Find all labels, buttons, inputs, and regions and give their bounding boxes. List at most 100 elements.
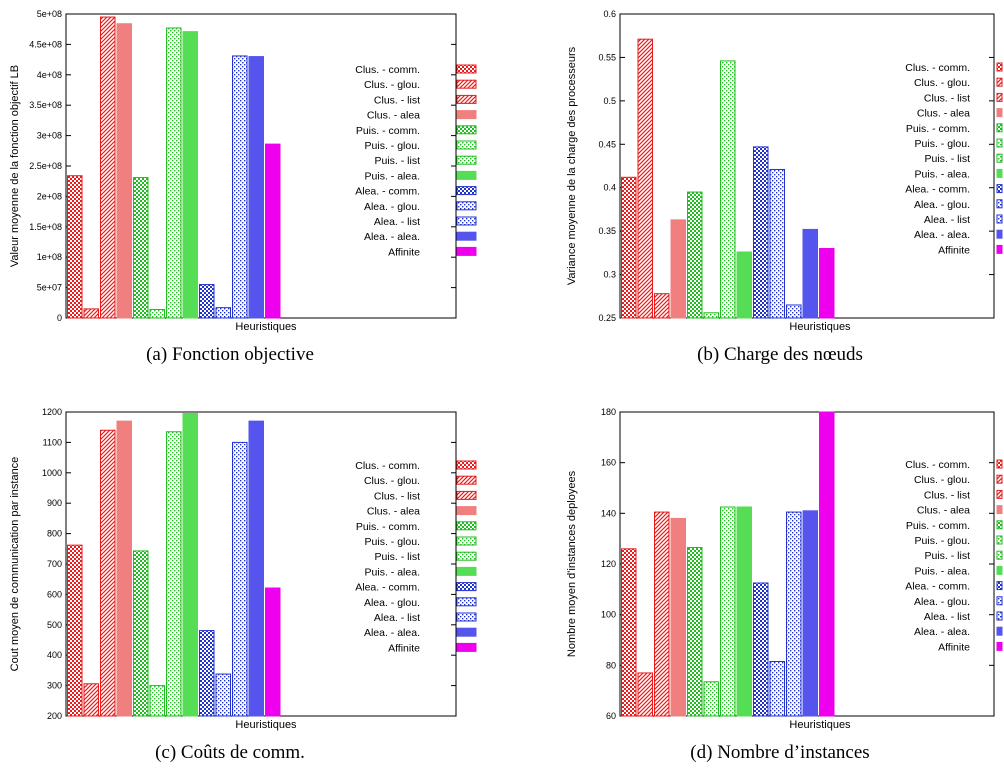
legend-label: Alea. - alea. [364, 231, 420, 243]
y-tick-label: 0.3 [603, 270, 616, 280]
bar-affinite [819, 411, 835, 717]
legend-label: Puis. - comm. [356, 125, 420, 137]
y-tick-label: 300 [47, 681, 62, 691]
x-axis-label: Heuristiques [789, 321, 851, 333]
bar-clus-comm [621, 176, 637, 319]
legend-swatch [456, 64, 477, 74]
legend-swatch [456, 642, 477, 652]
legend-label: Alea. - glou. [364, 597, 420, 609]
bar-alea-list [232, 55, 248, 319]
bar-alea-comm [199, 630, 215, 717]
x-axis-label: Heuristiques [235, 719, 297, 731]
bar-alea-list [232, 441, 248, 717]
legend-swatch [996, 520, 1003, 530]
legend-swatch [456, 94, 477, 104]
bar-affinite [265, 143, 281, 319]
legend-swatch [456, 490, 477, 500]
legend-label: Clus. - list [374, 94, 420, 106]
legend-label: Puis. - alea. [915, 565, 970, 577]
bar-alea-glou [769, 168, 785, 319]
legend-label: Alea. - glou. [914, 199, 970, 211]
y-axis-label: Valeur moyenne de la fonction objectif L… [9, 65, 21, 267]
legend-swatch [456, 125, 477, 135]
legend-swatch [456, 551, 477, 561]
legend-swatch [996, 168, 1003, 178]
legend-swatch [996, 62, 1003, 72]
legend-label: Alea. - comm. [355, 186, 420, 198]
legend-label: Puis. - alea. [915, 168, 970, 180]
legend-swatch [456, 140, 477, 150]
legend-swatch [996, 199, 1003, 209]
chart-charge-des-noeuds: 0.25 0.3 0.35 0.4 0.45 0.5 0.55 0.6 Variance moy… [566, 9, 1003, 333]
y-tick-label: 120 [601, 559, 616, 569]
legend-swatch [456, 521, 477, 531]
legend-label: Puis. - list [924, 550, 970, 562]
legend-swatch [456, 170, 477, 180]
legend-swatch [996, 184, 1003, 194]
bar-puis-list [720, 60, 736, 319]
bar-alea-comm [753, 582, 769, 717]
y-tick-label: 140 [601, 508, 616, 518]
legend-swatch [996, 214, 1003, 224]
y-tick-label: 400 [47, 650, 62, 660]
y-tick-label: 1000 [42, 468, 62, 478]
legend-swatch [456, 582, 477, 592]
y-tick-label: 160 [601, 458, 616, 468]
legend-swatch [456, 231, 477, 241]
bar-clus-alea [116, 23, 132, 319]
bar-puis-comm [687, 547, 703, 717]
legend-swatch [456, 155, 477, 165]
y-tick-label: 0.6 [603, 9, 616, 19]
y-tick-label: 900 [47, 498, 62, 508]
legend-label: Puis. - list [924, 153, 970, 165]
y-tick-label: 0.5 [603, 96, 616, 106]
legend-label: Clus. - comm. [905, 459, 970, 471]
chart-nombre-d-instances: 60 80 100 120 140 160 180 Nombre moyen d'instan… [566, 407, 1003, 731]
legend-swatch [456, 536, 477, 546]
legend-swatch [456, 110, 477, 120]
y-tick-label: 3e+08 [37, 131, 62, 141]
y-tick-label: 60 [606, 711, 616, 721]
bar-clus-glou [637, 38, 653, 319]
bar-clus-glou [83, 308, 99, 319]
legend-label: Alea. - glou. [914, 596, 970, 608]
legend-swatch [456, 612, 477, 622]
bar-alea-alea [248, 56, 264, 319]
legend-swatch [996, 229, 1003, 239]
legend-swatch [996, 535, 1003, 545]
legend-swatch [996, 596, 1003, 606]
legend-label: Clus. - glou. [364, 475, 420, 487]
legend-swatch [996, 489, 1003, 499]
legend-label: Affinite [388, 246, 420, 258]
y-tick-label: 600 [47, 589, 62, 599]
legend-swatch [456, 216, 477, 226]
legend-label: Alea. - comm. [905, 184, 970, 196]
y-axis-label: Variance moyenne de la charge des proces… [566, 46, 578, 285]
bar-clus-comm [621, 548, 637, 717]
legend-label: Alea. - list [924, 214, 970, 226]
legend-swatch [996, 459, 1003, 469]
y-tick-label: 500 [47, 620, 62, 630]
legend-swatch [996, 581, 1003, 591]
bar-clus-comm [67, 175, 83, 319]
caption-c: (c) Coûts de comm. [155, 742, 305, 763]
legend-swatch [996, 550, 1003, 560]
y-tick-label: 5e+08 [37, 9, 62, 19]
legend-swatch [996, 641, 1003, 651]
bar-alea-alea [248, 420, 264, 717]
y-tick-label: 0.35 [598, 226, 616, 236]
bar-puis-comm [687, 191, 703, 319]
legend-swatch [996, 123, 1003, 133]
bar-affinite [265, 587, 281, 717]
legend-swatch [456, 460, 477, 470]
legend-swatch [456, 627, 477, 637]
legend-label: Alea. - alea. [364, 627, 420, 639]
y-tick-label: 4.5e+08 [29, 39, 62, 49]
legend-label: Puis. - glou. [915, 138, 970, 150]
legend-label: Puis. - alea. [365, 170, 420, 182]
bar-puis-alea [182, 413, 198, 717]
y-tick-label: 180 [601, 407, 616, 417]
legend-label: Alea. - alea. [914, 626, 970, 638]
legend-swatch [996, 244, 1003, 254]
y-axis-label: Nombre moyen d'instances deployees [566, 470, 578, 657]
